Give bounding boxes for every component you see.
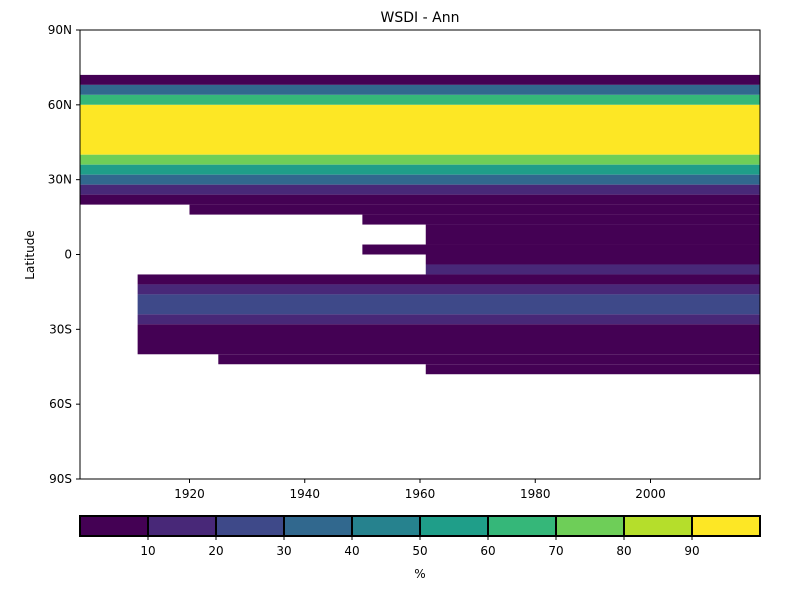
heatmap-cell (80, 74, 760, 85)
colorbar-bin (487, 515, 557, 537)
heatmap-cell (362, 214, 760, 225)
colorbar-bin (555, 515, 625, 537)
y-tick-label: 90N (48, 23, 72, 37)
heatmap-cells (80, 74, 761, 375)
heatmap-cell (80, 154, 760, 165)
x-tick-label: 1920 (174, 487, 205, 501)
colorbar-bins (79, 515, 761, 537)
x-tick-label: 1980 (520, 487, 551, 501)
x-tick-label: 2000 (635, 487, 666, 501)
colorbar-bin (623, 515, 693, 537)
heatmap-cell (425, 264, 760, 275)
colorbar-bin (691, 515, 761, 537)
y-tick-label: 60N (48, 98, 72, 112)
colorbar-tick-label: 70 (548, 544, 563, 558)
chart-title: WSDI - Ann (381, 10, 460, 26)
heatmap-cell (137, 314, 760, 325)
heatmap-cell (80, 194, 760, 205)
colorbar-tick-label: 90 (684, 544, 699, 558)
y-tick-label: 30S (49, 322, 72, 336)
y-axis: 90N 60N 30N 0 30S 60S 90S (48, 23, 80, 486)
heatmap-cell (80, 164, 760, 175)
colorbar-bin (215, 515, 285, 537)
heatmap-cell (425, 364, 760, 375)
colorbar-tick-label: 30 (276, 544, 291, 558)
y-tick-label: 60S (49, 397, 72, 411)
heatmap-cell (425, 224, 760, 245)
heatmap-cell (80, 184, 760, 195)
heatmap-cell (218, 354, 761, 365)
colorbar-tick-label: 50 (412, 544, 427, 558)
y-tick-label: 0 (64, 248, 72, 262)
heatmap-cell (137, 284, 760, 295)
colorbar-ticks: 10 20 30 40 50 60 70 80 90 (140, 536, 700, 558)
heatmap-cell (362, 244, 760, 255)
y-tick-label: 30N (48, 173, 72, 187)
colorbar-tick-label: 10 (140, 544, 155, 558)
heatmap-cell (137, 294, 760, 315)
heatmap-cell (80, 94, 760, 105)
colorbar-label: % (414, 567, 425, 581)
x-axis: 1920 1940 1960 1980 2000 (174, 479, 666, 501)
colorbar-bin (419, 515, 489, 537)
x-tick-label: 1940 (289, 487, 320, 501)
heatmap-cell (80, 174, 760, 185)
colorbar-tick-label: 80 (616, 544, 631, 558)
heatmap-cell (137, 274, 760, 285)
y-tick-label: 90S (49, 472, 72, 486)
heatmap-cell (425, 254, 760, 265)
colorbar-bin (147, 515, 217, 537)
heatmap-cell (80, 84, 760, 95)
heatmap-cell (137, 324, 760, 355)
colorbar-bin (79, 515, 149, 537)
x-tick-label: 1960 (405, 487, 436, 501)
heatmap-plot-area (79, 29, 761, 480)
colorbar-tick-label: 20 (208, 544, 223, 558)
y-axis-label: Latitude (23, 230, 37, 279)
colorbar-bin (283, 515, 353, 537)
colorbar-tick-label: 40 (344, 544, 359, 558)
heatmap-cell (189, 204, 761, 215)
heatmap-cell (80, 104, 760, 155)
colorbar: 10 20 30 40 50 60 70 80 90 % (79, 515, 761, 581)
colorbar-bin (351, 515, 421, 537)
colorbar-tick-label: 60 (480, 544, 495, 558)
